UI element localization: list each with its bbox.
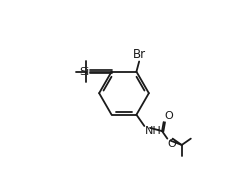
Text: Br: Br: [133, 48, 146, 61]
Text: Si: Si: [79, 67, 89, 77]
Text: O: O: [168, 139, 177, 149]
Text: O: O: [164, 112, 173, 121]
Text: NH: NH: [145, 126, 161, 136]
